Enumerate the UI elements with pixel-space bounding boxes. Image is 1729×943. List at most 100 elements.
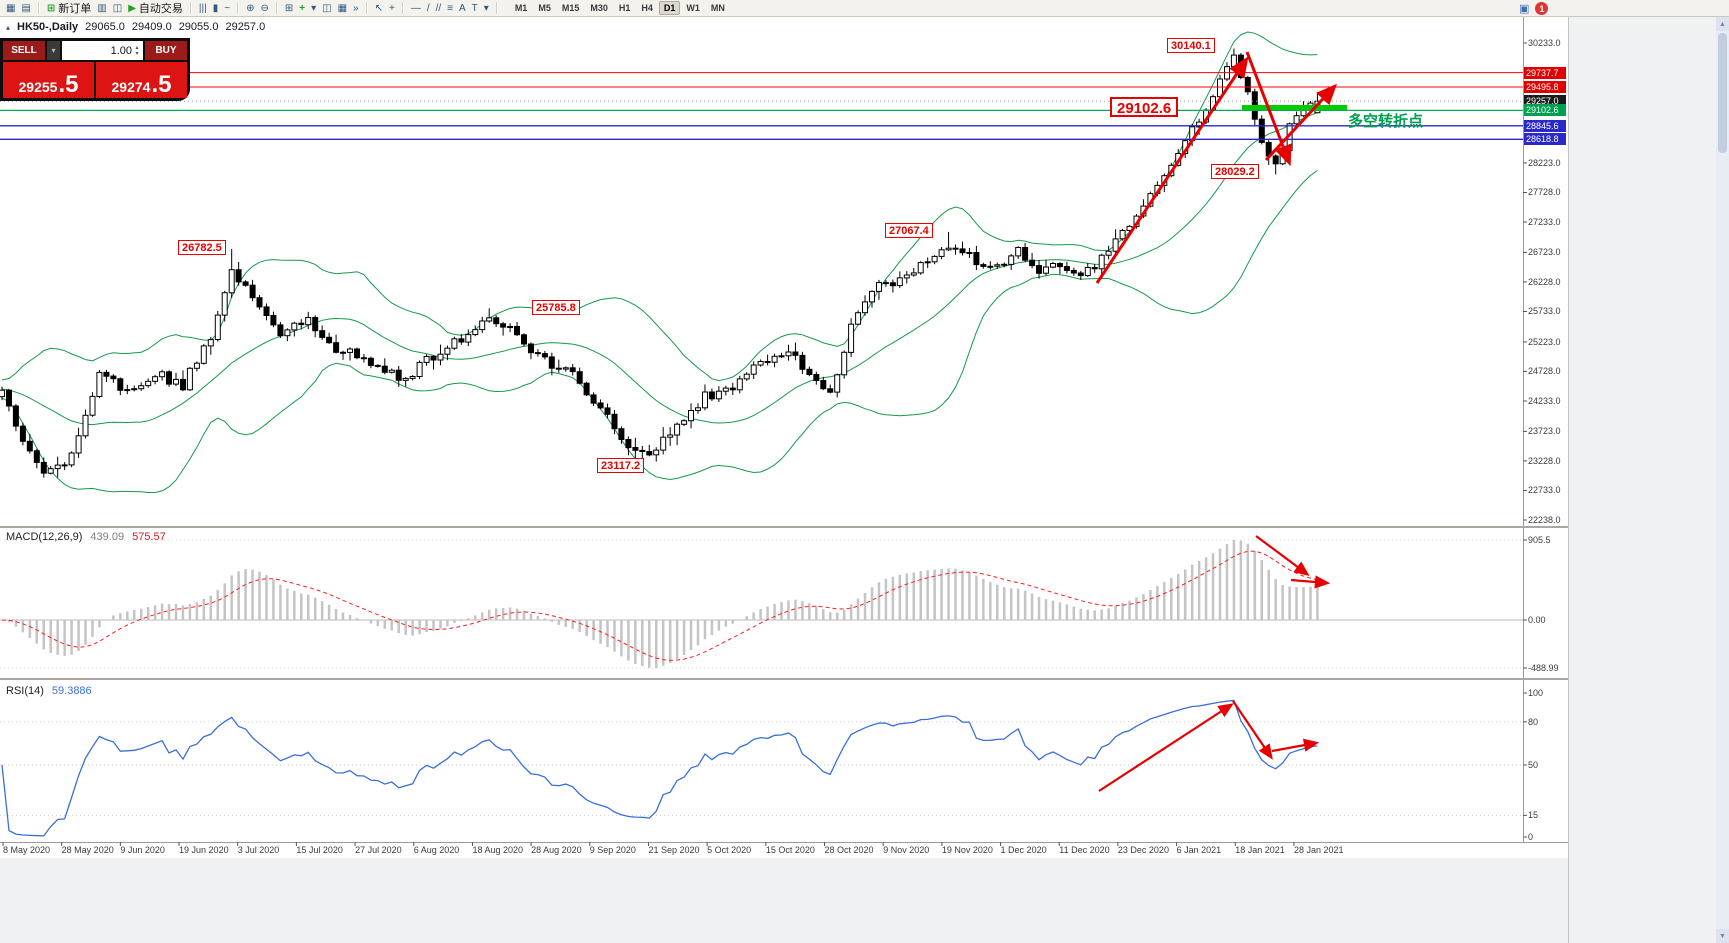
- indicators-icon: +: [299, 2, 306, 14]
- notification-badge[interactable]: 1: [1535, 2, 1549, 15]
- price-annotation[interactable]: 30140.1: [1167, 38, 1215, 53]
- timeframe-mn[interactable]: MN: [710, 3, 725, 13]
- price-annotation[interactable]: 27067.4: [885, 223, 933, 238]
- volume-dropdown[interactable]: ▾: [47, 41, 60, 60]
- timeframe-h4[interactable]: H4: [641, 3, 653, 13]
- volume-spinner[interactable]: ▴ ▾: [132, 45, 142, 57]
- text-icon: A: [459, 2, 466, 14]
- price-scale-label: 25223.0: [1528, 336, 1561, 347]
- timeframe-h1[interactable]: H1: [618, 3, 631, 13]
- toolbar-separator: [189, 2, 192, 14]
- one-click-trading-panel: SELL ▾ 1.00 ▴ ▾ BUY 29255.5 29274.5: [0, 38, 190, 101]
- arrow-tools-icon[interactable]: T: [469, 1, 481, 16]
- rsi-scale-label: 50: [1528, 760, 1539, 770]
- tile-windows-icon[interactable]: ⊞: [282, 1, 296, 16]
- zoom-out-icon[interactable]: ⊖: [257, 1, 271, 16]
- macd-value-main: 439.09: [90, 531, 125, 543]
- buy-price-button[interactable]: 29274.5: [96, 62, 187, 98]
- templates-icon[interactable]: ◫: [319, 1, 334, 16]
- price-scale-label: 26228.0: [1528, 276, 1561, 287]
- price-tag[interactable]: 29495.8: [1524, 80, 1566, 93]
- price-tag[interactable]: 28618.8: [1524, 133, 1566, 146]
- market-watch-icon[interactable]: ▥: [94, 1, 109, 16]
- price-annotation[interactable]: 25785.8: [532, 300, 580, 315]
- scrollbar-thumb[interactable]: [1718, 33, 1727, 153]
- arrange-windows-icon[interactable]: ▦: [335, 1, 350, 16]
- horizontal-line-icon: —: [410, 2, 421, 14]
- new-order-button[interactable]: ⊞ 新订单: [44, 1, 94, 16]
- autotrading-button[interactable]: ▶ 自动交易: [125, 1, 186, 16]
- toolbar-separator: [365, 2, 368, 14]
- timeframe-w1[interactable]: W1: [686, 3, 700, 13]
- horizontal-line-icon[interactable]: —: [408, 1, 424, 16]
- price-scale-label: 24233.0: [1528, 395, 1561, 406]
- turning-point-line[interactable]: [1242, 105, 1347, 110]
- price-annotation[interactable]: 26782.5: [178, 240, 226, 255]
- price-scale-label: 23723.0: [1528, 426, 1561, 437]
- chart-profiles-icon[interactable]: ▤: [18, 1, 33, 16]
- new-chart-icon[interactable]: ▦: [3, 1, 18, 16]
- price-tag[interactable]: 29737.7: [1524, 66, 1566, 79]
- zoom-in-icon: ⊕: [246, 2, 255, 14]
- line-chart-icon: ~: [224, 2, 231, 14]
- pane-separator[interactable]: [0, 678, 1568, 680]
- buy-button[interactable]: BUY: [145, 41, 187, 60]
- timeframe-m5[interactable]: M5: [538, 3, 551, 13]
- arrange-windows-icon: ▦: [337, 2, 348, 14]
- price-annotation[interactable]: 23117.2: [597, 458, 645, 473]
- indicators-dropdown[interactable]: ▾: [308, 1, 319, 16]
- cursor-icon[interactable]: ↖: [372, 1, 386, 16]
- text-icon[interactable]: A: [456, 1, 469, 16]
- timeframe-m30[interactable]: M30: [590, 3, 608, 13]
- price-annotation[interactable]: 28029.2: [1211, 164, 1259, 179]
- key-level-annotation[interactable]: 29102.6: [1110, 97, 1179, 117]
- trend-arrows[interactable]: [1095, 51, 1338, 284]
- fibonacci-icon[interactable]: ≡: [444, 1, 456, 16]
- timeframe-group: M1 M5 M15 M30 H1 H4 D1 W1 MN: [510, 1, 730, 15]
- volume-input[interactable]: 1.00: [110, 44, 132, 57]
- date-axis-label: 9 Nov 2020: [883, 845, 930, 855]
- trendline-icon[interactable]: /: [424, 1, 433, 16]
- channel-icon: //: [435, 2, 442, 14]
- candlestick-icon[interactable]: ▮: [210, 1, 222, 16]
- macd-scale-label: 0.00: [1528, 615, 1546, 625]
- zoom-in-icon[interactable]: ⊕: [243, 1, 257, 16]
- price-tag[interactable]: 29102.6: [1524, 104, 1566, 117]
- indicators-icon[interactable]: +: [296, 1, 308, 16]
- zoom-out-icon: ⊖: [260, 2, 269, 14]
- rsi-arrows[interactable]: [1098, 700, 1320, 792]
- bid-price: 29255: [18, 78, 58, 95]
- macd-label: MACD(12,26,9): [6, 531, 83, 543]
- scroll-up-icon[interactable]: ▲: [1716, 17, 1729, 31]
- price-tag[interactable]: 28845.6: [1524, 119, 1566, 132]
- sell-button[interactable]: SELL: [3, 41, 45, 60]
- chat-icon[interactable]: ▣: [1519, 3, 1530, 15]
- rsi-value: 59.3886: [51, 685, 92, 697]
- rsi-label: RSI(14): [6, 685, 44, 697]
- price-tag[interactable]: 29257.0: [1524, 95, 1566, 108]
- crosshair-icon[interactable]: +: [386, 1, 398, 16]
- pane-separator[interactable]: [0, 526, 1568, 528]
- bar-chart-icon[interactable]: |||: [196, 1, 210, 16]
- volume-input-wrap: 1.00 ▴ ▾: [62, 41, 143, 60]
- macd-arrows[interactable]: [1255, 535, 1331, 589]
- shapes-dropdown[interactable]: ▾: [481, 1, 492, 16]
- line-chart-icon[interactable]: ~: [221, 1, 233, 16]
- chart-shift-icon[interactable]: »: [350, 1, 362, 16]
- scroll-down-icon[interactable]: ▼: [1716, 929, 1729, 943]
- channel-icon[interactable]: //: [433, 1, 445, 16]
- price-scale-label: 26723.0: [1528, 247, 1561, 258]
- macd-scale-label: -488.99: [1528, 663, 1559, 673]
- date-axis-label: 19 Nov 2020: [941, 845, 993, 855]
- timeframe-m15[interactable]: M15: [561, 3, 580, 13]
- vertical-scrollbar[interactable]: ▲ ▼: [1716, 17, 1729, 943]
- data-window-icon[interactable]: ◫: [110, 1, 125, 16]
- sell-price-button[interactable]: 29255.5: [3, 62, 94, 98]
- volume-up-icon[interactable]: ▴: [135, 44, 139, 51]
- volume-down-icon[interactable]: ▾: [135, 50, 139, 57]
- timeframe-d1[interactable]: D1: [658, 1, 681, 15]
- timeframe-m1[interactable]: M1: [514, 3, 528, 13]
- date-axis-label: 6 Aug 2020: [413, 845, 460, 855]
- date-axis-label: 19 Jun 2020: [179, 845, 229, 855]
